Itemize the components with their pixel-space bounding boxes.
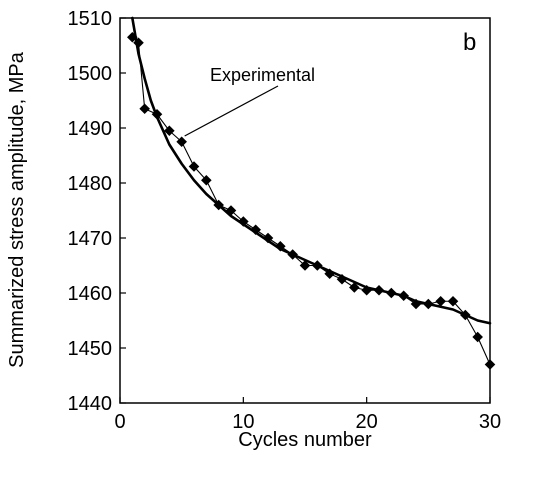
plot-frame <box>119 17 491 404</box>
experimental-point <box>349 282 360 293</box>
experimental-point <box>250 224 261 236</box>
experimental-point <box>447 295 459 307</box>
x-tick-label: 30 <box>479 411 501 433</box>
y-tick-label: 1470 <box>68 228 113 250</box>
experimental-point <box>472 331 483 343</box>
y-tick-label: 1510 <box>68 8 113 30</box>
experimental-point <box>238 216 249 227</box>
y-axis: 1440 1450 1460 1470 1480 1490 1500 1510 Summari… <box>6 8 126 415</box>
y-tick-label: 1450 <box>68 338 113 360</box>
x-tick-label: 0 <box>114 411 125 433</box>
y-tick-label: 1480 <box>68 173 113 195</box>
y-axis-tick-labels: 1440 1450 1460 1470 1480 1490 1500 1510 <box>68 8 113 415</box>
x-tick-label: 10 <box>232 411 254 433</box>
x-tick-label: 20 <box>356 411 378 433</box>
y-tick-label: 1440 <box>68 393 113 415</box>
series-model-curve <box>131 16 492 325</box>
experimental-point <box>127 31 138 43</box>
x-axis-tick-labels: 0 10 20 30 <box>114 411 501 433</box>
y-axis-label: Summarized stress amplitude, MPa <box>6 51 28 368</box>
y-tick-label: 1490 <box>68 118 113 140</box>
annotation-experimental: Experimental <box>184 65 315 137</box>
y-tick-label: 1500 <box>68 63 113 85</box>
model-curve-line <box>131 16 492 325</box>
x-axis-label: Cycles number <box>238 429 372 451</box>
experimental-point <box>188 161 200 172</box>
panel-label: b <box>463 29 476 56</box>
x-axis-ticks <box>119 397 491 403</box>
experimental-point <box>299 260 311 271</box>
experimental-point <box>275 240 286 252</box>
experimental-line <box>131 36 491 366</box>
y-axis-ticks <box>120 17 126 404</box>
experimental-point <box>176 136 187 148</box>
experimental-point <box>201 174 212 186</box>
series-layer <box>127 16 496 370</box>
experimental-point <box>262 232 274 244</box>
plot-area-border <box>119 17 491 404</box>
annotation-leader-line <box>184 85 279 137</box>
y-tick-label: 1460 <box>68 283 113 305</box>
experimental-point <box>435 295 446 307</box>
x-axis: 0 10 20 30 Cycles number <box>114 397 501 451</box>
experimental-point <box>164 125 175 137</box>
annotation-experimental-text: Experimental <box>210 65 315 85</box>
experimental-point <box>484 359 496 370</box>
experimental-point <box>139 103 150 115</box>
